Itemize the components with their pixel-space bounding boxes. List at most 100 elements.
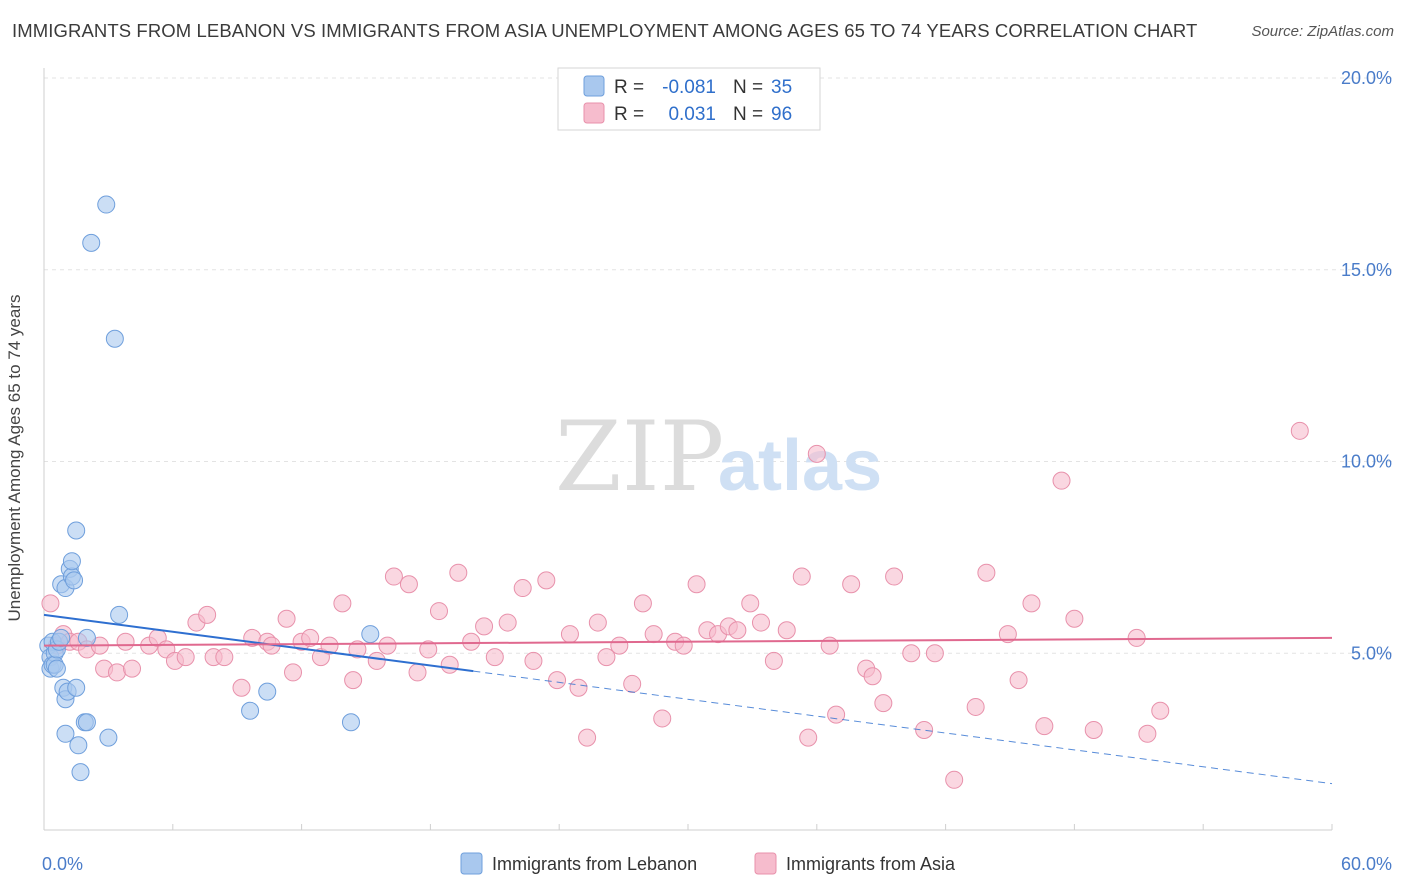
lebanon-point [105,329,124,348]
x-axis-ticks [43,824,1333,830]
asia-point [348,640,367,659]
asia-point [687,575,706,594]
asia-point [320,636,339,655]
asia-point [827,705,846,724]
asia-point [440,655,459,674]
asia-point [902,644,921,663]
lebanon-point [99,728,118,747]
asia-point [1022,594,1041,613]
asia-point [344,671,363,690]
lebanon-point [341,713,360,732]
asia-point [399,575,418,594]
bottom-legend-swatch-lebanon [460,852,483,875]
asia-point [925,644,944,663]
asia-point [378,636,397,655]
asia-point [885,567,904,586]
asia-point [966,697,985,716]
asia-point [116,632,135,651]
trend-line-lebanon-dashed [473,670,1333,785]
asia-point [578,728,597,747]
asia-point [198,605,217,624]
lebanon-point [258,682,277,701]
asia-point [548,671,567,690]
legend-r-value-lebanon: -0.081 [662,77,716,98]
asia-point [475,617,494,636]
asia-point [1151,701,1170,720]
asia-point [569,678,588,697]
lebanon-point [47,659,66,678]
asia-point [1009,671,1028,690]
asia-point [333,594,352,613]
asia-point [284,663,303,682]
asia-point [408,663,427,682]
lebanon-point [67,521,86,540]
asia-point [728,621,747,640]
asia-point [301,628,320,647]
asia-point [449,563,468,582]
y-tick-label: 5.0% [1351,643,1392,663]
lebanon-point [110,605,129,624]
watermark-zip: ZIP [555,401,724,513]
lebanon-point [77,713,96,732]
lebanon-point [77,628,96,647]
lebanon-point [241,701,260,720]
legend-n-label-asia: N = [733,104,763,125]
asia-point [633,594,652,613]
correlation-legend: R = -0.081 N = 35 R = 0.031 N = 96 [557,67,821,131]
lebanon-point [82,233,101,252]
asia-point [232,678,251,697]
asia-point [653,709,672,728]
x-tick-label-max: 60.0% [1341,854,1392,874]
trend-line-asia [43,636,1333,647]
lebanon-point [65,571,84,590]
asia-point [820,636,839,655]
asia-point [777,621,796,640]
asia-point [367,651,386,670]
watermark-atlas: atlas [718,426,882,506]
source-label: Source: ZipAtlas.com [1251,23,1394,40]
y-tick-label: 15.0% [1341,260,1392,280]
asia-point [384,567,403,586]
bottom-legend-label-lebanon: Immigrants from Lebanon [492,854,697,874]
asia-point [597,648,616,667]
grid-lines [44,77,1392,654]
asia-point [792,567,811,586]
asia-point [741,594,760,613]
asia-point [1127,628,1146,647]
legend-r-label-asia: R = [614,104,644,125]
lebanon-point [71,763,90,782]
y-axis-label: Unemployment Among Ages 65 to 74 years [5,295,24,622]
trend-line-lebanon-solid [43,613,474,673]
series-legend: Immigrants from Lebanon Immigrants from … [460,852,956,875]
asia-point [623,674,642,693]
trend-lines [43,613,1333,785]
chart-title: IMMIGRANTS FROM LEBANON VS IMMIGRANTS FR… [12,20,1198,41]
asia-point [107,663,126,682]
asia-point [807,444,826,463]
asia-point [644,625,663,644]
legend-swatch-asia [583,102,605,124]
asia-point [1290,421,1309,440]
asia-point [1084,720,1103,739]
series-lebanon-points [39,195,380,782]
asia-point [842,575,861,594]
asia-point [537,571,556,590]
asia-point [123,659,142,678]
asia-point [215,648,234,667]
asia-point [874,694,893,713]
series-asia-points [41,421,1309,789]
asia-point [799,728,818,747]
y-tick-label: 10.0% [1341,452,1392,472]
asia-point [1035,717,1054,736]
asia-point [977,563,996,582]
asia-point [41,594,60,613]
asia-point [1138,724,1157,743]
legend-n-label-lebanon: N = [733,77,763,98]
x-tick-label-min: 0.0% [42,854,83,874]
asia-point [863,667,882,686]
y-tick-labels: 5.0% 10.0% 15.0% 20.0% [1341,68,1392,663]
bottom-legend-swatch-asia [754,852,777,875]
asia-point [674,636,693,655]
asia-point [498,613,517,632]
